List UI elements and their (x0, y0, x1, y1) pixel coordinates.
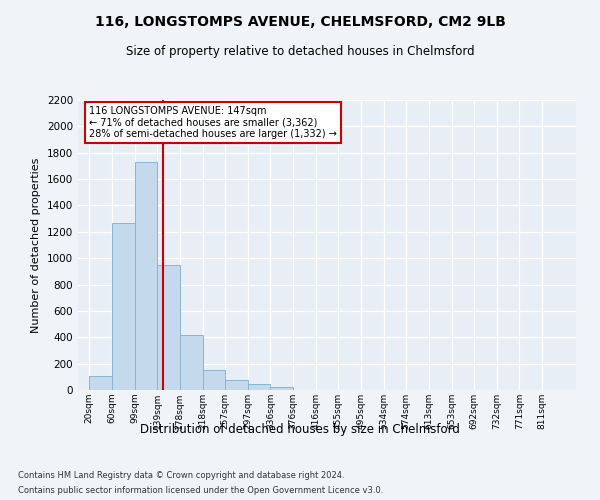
Text: Size of property relative to detached houses in Chelmsford: Size of property relative to detached ho… (125, 45, 475, 58)
Bar (112, 222, 134, 390)
Bar (180, 336, 203, 390)
Bar (89, 376, 112, 390)
Bar (271, 386, 293, 390)
Text: Contains public sector information licensed under the Open Government Licence v3: Contains public sector information licen… (18, 486, 383, 495)
Text: 116, LONGSTOMPS AVENUE, CHELMSFORD, CM2 9LB: 116, LONGSTOMPS AVENUE, CHELMSFORD, CM2 … (95, 15, 505, 29)
Bar (134, 162, 157, 390)
Bar (248, 384, 271, 390)
Text: Distribution of detached houses by size in Chelmsford: Distribution of detached houses by size … (140, 422, 460, 436)
Y-axis label: Number of detached properties: Number of detached properties (31, 158, 41, 332)
Text: 116 LONGSTOMPS AVENUE: 147sqm
← 71% of detached houses are smaller (3,362)
28% o: 116 LONGSTOMPS AVENUE: 147sqm ← 71% of d… (89, 106, 337, 139)
Bar (225, 380, 248, 390)
Text: Contains HM Land Registry data © Crown copyright and database right 2024.: Contains HM Land Registry data © Crown c… (18, 471, 344, 480)
Bar (157, 265, 180, 390)
Bar (203, 370, 225, 390)
